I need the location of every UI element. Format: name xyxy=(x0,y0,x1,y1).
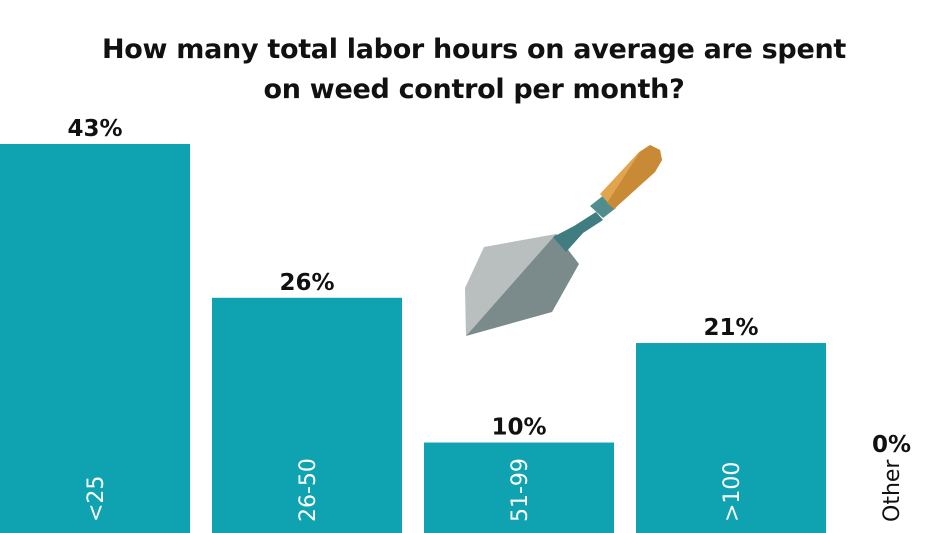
category-label-1: 26-50 xyxy=(296,458,321,522)
value-label-4: 0% xyxy=(872,432,911,458)
value-label-2: 10% xyxy=(491,415,546,441)
value-label-1: 26% xyxy=(279,270,334,296)
category-label-2: 51-99 xyxy=(508,458,533,522)
chart-title-line-1: How many total labor hours on average ar… xyxy=(101,34,846,65)
bar-1 xyxy=(212,297,402,533)
category-label-4: Other xyxy=(880,459,905,522)
value-label-3: 21% xyxy=(703,315,758,341)
category-label-0: <25 xyxy=(84,476,109,522)
value-label-0: 43% xyxy=(67,116,122,142)
trowel-icon xyxy=(465,145,662,336)
bar-0 xyxy=(0,144,190,533)
bar-2 xyxy=(424,442,614,533)
chart-title: How many total labor hours on average ar… xyxy=(0,30,948,110)
chart-title-line-2: on weed control per month? xyxy=(263,74,685,105)
bar-3 xyxy=(636,343,826,533)
category-label-3: >100 xyxy=(720,462,745,522)
